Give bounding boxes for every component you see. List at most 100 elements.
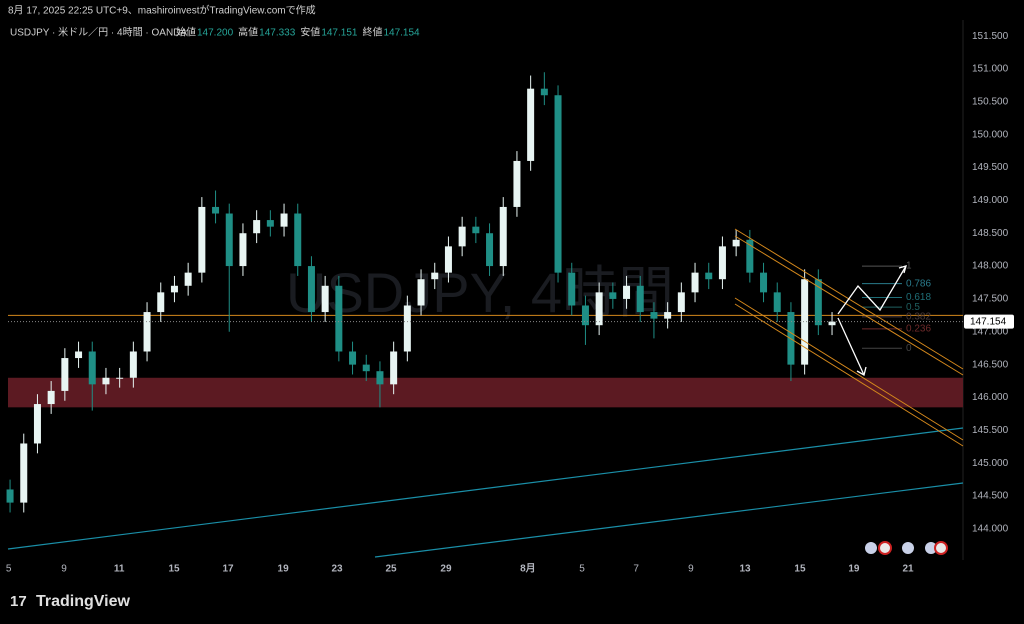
candle-body — [129, 351, 137, 378]
brand: TradingView — [36, 593, 131, 610]
y-tick-label: 148.000 — [972, 261, 1009, 272]
fib-label: 0.382 — [906, 311, 931, 322]
x-tick-label: 5 — [6, 564, 12, 575]
ohlc-value: 147.333 — [259, 28, 296, 39]
trendline — [7, 427, 964, 550]
y-tick-label: 147.000 — [972, 326, 1009, 337]
candle-body — [760, 272, 768, 293]
y-tick-label: 149.500 — [972, 162, 1009, 173]
x-tick-label: 29 — [440, 564, 452, 575]
y-tick-label: 151.500 — [972, 31, 1009, 42]
x-tick-label: 19 — [278, 564, 290, 575]
candle-body — [718, 246, 726, 280]
candle-body — [157, 292, 165, 313]
arrow-up — [837, 265, 907, 315]
candle-body — [636, 285, 644, 313]
candle-body — [170, 285, 178, 293]
x-tick-label: 7 — [633, 564, 639, 575]
caption: 8月 17, 2025 22:25 UTC+9、mashiroinvestがTr… — [8, 4, 316, 17]
ohlc-label: 高値 — [238, 26, 258, 39]
ohlc-value: 147.154 — [383, 28, 420, 39]
x-tick-label: 8月 — [520, 563, 536, 575]
support-zone — [8, 377, 963, 408]
candle-body — [143, 312, 151, 352]
candle-body — [677, 292, 685, 313]
fib-label: 0 — [906, 343, 912, 354]
candle-body — [568, 272, 576, 306]
candle-body — [595, 292, 603, 326]
candle-body — [417, 279, 425, 306]
candle-body — [212, 206, 220, 214]
candle-body — [61, 358, 69, 391]
last-price-label: 147.154 — [970, 316, 1007, 327]
candle-body — [540, 88, 548, 96]
event-icons — [865, 541, 948, 555]
y-tick-label: 146.500 — [972, 359, 1009, 370]
fib-label: 0.5 — [906, 302, 920, 313]
fib-label: 0.786 — [906, 278, 931, 289]
watermark: USDJPY, 4時間 — [286, 261, 674, 324]
candle-body — [581, 305, 589, 326]
candle-body — [88, 351, 96, 385]
x-tick-label: 13 — [739, 564, 751, 575]
candle-body — [431, 272, 439, 280]
candle-body — [6, 489, 14, 503]
x-tick-label: 9 — [688, 564, 694, 575]
x-tick-label: 5 — [579, 564, 585, 575]
y-tick-label: 144.000 — [972, 524, 1009, 535]
candle-body — [20, 443, 28, 503]
fib-label: 1 — [906, 261, 912, 272]
ohlc-label: 終値 — [362, 26, 382, 39]
candle-body — [390, 351, 398, 385]
candle-body — [225, 213, 233, 267]
candle-body — [266, 220, 274, 227]
x-tick-label: 11 — [114, 564, 125, 575]
candle-body — [321, 285, 329, 313]
channel-line — [734, 235, 964, 376]
candle-body — [458, 226, 466, 247]
candle-body — [403, 305, 411, 352]
candle-body — [444, 246, 452, 273]
candle-body — [198, 206, 206, 273]
candle-body — [47, 390, 55, 405]
candle-body — [705, 272, 713, 280]
candle-body — [664, 312, 672, 319]
candle-body — [513, 160, 521, 207]
candle-body — [294, 213, 302, 267]
candle-body — [801, 279, 809, 365]
candle-body — [691, 272, 699, 293]
ohlc-value: 147.200 — [197, 28, 234, 39]
arrowhead — [856, 366, 867, 376]
candle-body — [554, 95, 562, 273]
arrowhead — [898, 265, 907, 274]
x-tick-label: 25 — [385, 564, 397, 575]
candle-body — [499, 206, 507, 267]
candle-body — [376, 371, 384, 385]
candle-body — [349, 351, 357, 365]
brand-logo: 17 — [10, 593, 27, 610]
candle-body — [746, 239, 754, 273]
fib-label: 0.236 — [906, 323, 931, 334]
y-tick-label: 150.000 — [972, 129, 1009, 140]
y-tick-label: 150.500 — [972, 96, 1009, 107]
candle-body — [239, 233, 247, 267]
y-tick-label: 151.000 — [972, 64, 1009, 75]
y-tick-label: 145.000 — [972, 458, 1009, 469]
candle-body — [280, 213, 288, 227]
candle-body — [335, 285, 343, 352]
candle-body — [486, 233, 494, 267]
y-tick-label: 147.500 — [972, 294, 1009, 305]
candle-body — [650, 312, 658, 319]
candle-body — [184, 272, 192, 286]
y-tick-label: 146.000 — [972, 392, 1009, 403]
y-tick-label: 148.500 — [972, 228, 1009, 239]
ohlc-value: 147.151 — [321, 28, 358, 39]
symbol: USDJPY · 米ドル／円 · 4時間 · OANDA — [10, 26, 187, 39]
channel-line — [734, 297, 964, 441]
trendline — [374, 482, 964, 558]
x-tick-label: 23 — [332, 564, 344, 575]
candle-body — [732, 239, 740, 247]
y-tick-label: 145.500 — [972, 425, 1009, 436]
x-tick-label: 17 — [222, 564, 234, 575]
